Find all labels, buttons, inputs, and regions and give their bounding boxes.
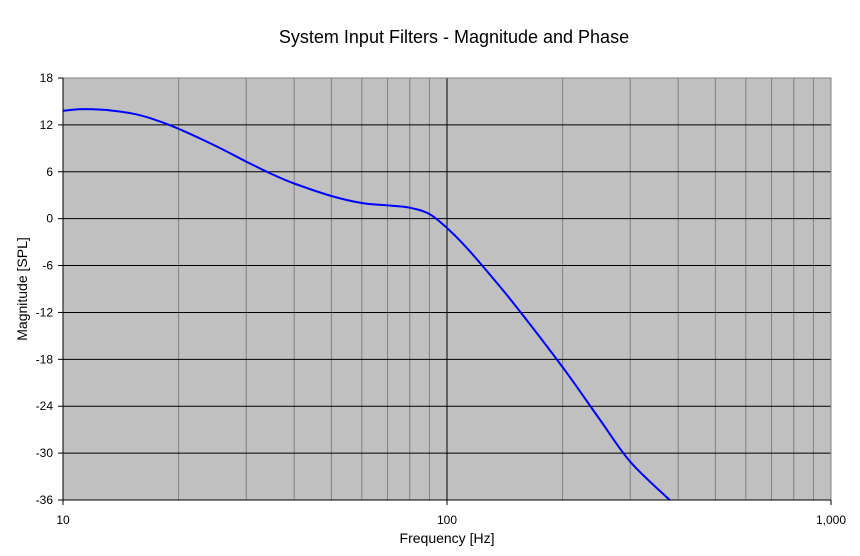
y-tick-label: -24 <box>36 399 54 413</box>
magnitude-series-line <box>62 108 671 501</box>
y-axis-label: Magnitude [SPL] <box>14 237 30 341</box>
x-tick-label: 1,000 <box>816 513 846 527</box>
x-tick-label: 10 <box>56 513 70 527</box>
y-tick-label: 12 <box>40 118 54 132</box>
y-tick-label: 0 <box>46 212 53 226</box>
y-tick-label: -30 <box>36 446 54 460</box>
y-tick-label: 18 <box>40 71 54 85</box>
chart-title: System Input Filters - Magnitude and Pha… <box>279 27 629 47</box>
y-tick-label: -18 <box>36 352 54 366</box>
x-axis-label: Frequency [Hz] <box>400 530 495 546</box>
series-layer <box>62 108 671 501</box>
y-tick-label: -6 <box>42 259 53 273</box>
grid-lines <box>62 77 832 501</box>
y-tick-label: 6 <box>46 165 53 179</box>
y-tick-label: -12 <box>36 305 54 319</box>
x-tick-label: 100 <box>437 513 457 527</box>
y-tick-label: -36 <box>36 493 54 507</box>
